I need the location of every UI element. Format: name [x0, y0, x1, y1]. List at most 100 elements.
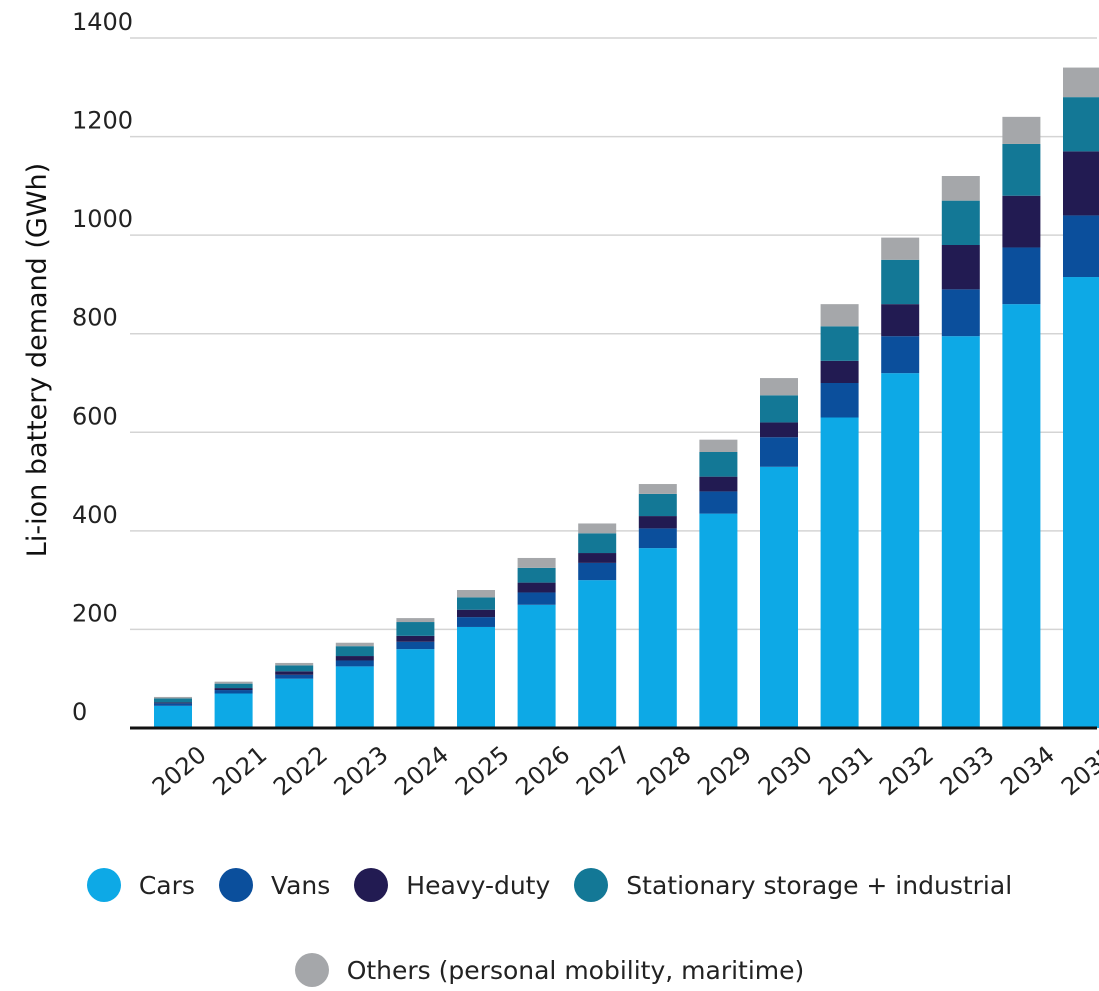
legend-swatch-vans [218, 868, 253, 902]
bar-2035-series-1 [1063, 215, 1099, 278]
y-tick-labels: 0 200 400 600 800 1000 1200 1400 [72, 8, 133, 726]
bar-2032-series-0 [881, 373, 920, 728]
bar-2020-series-1 [154, 703, 192, 706]
x-tick-label-2022: 2022 [268, 740, 333, 801]
bar-2030-series-0 [760, 466, 798, 728]
bar-2031-series-0 [820, 417, 859, 728]
bar-2033-series-0 [941, 336, 980, 728]
bar-2033-series-3 [941, 200, 980, 245]
legend-label-stationary: Stationary storage + industrial [626, 870, 1013, 900]
y-tick-label-1400: 1400 [72, 8, 133, 36]
bar-2025-series-4 [457, 590, 495, 598]
bar-2027-series-1 [578, 562, 617, 581]
x-tick-label-2033: 2033 [935, 740, 1000, 801]
bar-2035-series-0 [1063, 277, 1099, 728]
bar-2022-series-0 [275, 678, 314, 728]
bar-2032-series-1 [881, 336, 920, 374]
x-tick-label-2031: 2031 [814, 740, 879, 801]
bar-2034-series-3 [1002, 143, 1041, 196]
bar-2026-series-2 [517, 582, 556, 593]
bar-2031-series-2 [820, 360, 859, 383]
bar-2032-series-3 [881, 259, 920, 305]
legend-swatch-cars [86, 868, 121, 902]
bar-2035-series-3 [1063, 97, 1099, 152]
bar-2031-series-4 [820, 304, 859, 327]
x-tick-label-2024: 2024 [389, 740, 454, 801]
y-tick-label-1200: 1200 [72, 107, 133, 135]
bar-2032-series-4 [881, 237, 920, 260]
x-tick-label-2026: 2026 [511, 740, 576, 801]
legend-row-1: Cars Vans Heavy-duty Stationary storage … [0, 868, 1099, 902]
bar-2025-series-2 [457, 609, 495, 618]
bar-2028-series-0 [638, 548, 677, 728]
bar-2028-series-1 [638, 528, 677, 549]
bar-2027-series-3 [578, 533, 617, 554]
bar-2027-series-0 [578, 580, 617, 728]
bar-2022-series-1 [275, 674, 314, 679]
bar-2020-series-4 [154, 696, 192, 699]
bar-2031-series-1 [820, 383, 859, 418]
bar-2032-series-2 [881, 304, 920, 337]
bar-2031-series-3 [820, 326, 859, 361]
bar-2033-series-4 [941, 176, 980, 201]
bar-2023-series-4 [335, 642, 374, 647]
bar-2025-series-0 [457, 626, 495, 728]
bar-2028-series-2 [638, 516, 677, 529]
bars [154, 67, 1099, 728]
y-tick-label-800: 800 [72, 304, 118, 332]
bar-2029-series-4 [699, 439, 738, 452]
bar-2033-series-1 [941, 289, 980, 337]
bar-2027-series-4 [578, 523, 617, 534]
y-tick-label-200: 200 [72, 599, 118, 627]
bar-2023-series-2 [335, 656, 374, 661]
bar-2029-series-1 [699, 491, 738, 514]
bar-2023-series-3 [335, 646, 374, 657]
legend-label-vans: Vans [270, 870, 331, 900]
bar-2020-series-3 [154, 698, 192, 703]
legend-row-2: Others (personal mobility, maritime) [0, 953, 1099, 987]
legend-item-others: Others (personal mobility, maritime) [294, 953, 804, 987]
x-tick-label-2034: 2034 [995, 740, 1060, 801]
bar-2027-series-2 [578, 553, 617, 563]
bar-2023-series-0 [335, 666, 374, 728]
bar-2026-series-1 [517, 592, 556, 605]
bar-2030-series-2 [760, 422, 798, 438]
y-tick-label-400: 400 [72, 501, 118, 529]
legend-swatch-heavy-duty [354, 868, 389, 902]
bar-2022-series-3 [275, 665, 314, 672]
bar-2025-series-3 [457, 597, 495, 610]
bar-2021-series-4 [214, 681, 253, 684]
y-tick-label-1000: 1000 [72, 205, 133, 233]
bar-2024-series-1 [396, 641, 435, 650]
gridlines [130, 37, 1097, 631]
y-tick-label-0: 0 [72, 698, 87, 726]
bar-2022-series-4 [275, 662, 314, 666]
bar-2021-series-1 [214, 690, 253, 694]
bar-2034-series-1 [1002, 247, 1041, 305]
bar-2020-series-2 [154, 702, 192, 704]
x-tick-label-2027: 2027 [571, 740, 636, 801]
x-tick-label-2029: 2029 [692, 740, 757, 801]
bar-2035-series-2 [1063, 151, 1099, 216]
legend-label-heavy-duty: Heavy-duty [406, 870, 551, 900]
x-tick-label-2032: 2032 [874, 740, 939, 801]
x-tick-label-2020: 2020 [147, 740, 212, 801]
legend-swatch-others [294, 953, 329, 987]
bar-2029-series-3 [699, 452, 738, 477]
bar-2024-series-3 [396, 622, 435, 636]
bar-2030-series-1 [760, 437, 798, 467]
legend-item-heavy-duty: Heavy-duty [354, 868, 550, 902]
bar-2028-series-4 [638, 484, 677, 494]
bar-2033-series-2 [941, 245, 980, 290]
bar-2022-series-2 [275, 671, 314, 675]
bar-2023-series-1 [335, 660, 374, 667]
legend-item-cars: Cars [86, 868, 195, 902]
y-axis-title: Li-ion battery demand (GWh) [22, 163, 53, 557]
x-tick-label-2035: 2035 [1056, 740, 1099, 801]
x-tick-label-2028: 2028 [632, 740, 697, 801]
bar-2029-series-2 [699, 476, 738, 492]
y-tick-label-600: 600 [72, 402, 118, 430]
bar-2028-series-3 [638, 493, 677, 517]
bar-2034-series-0 [1002, 304, 1041, 728]
